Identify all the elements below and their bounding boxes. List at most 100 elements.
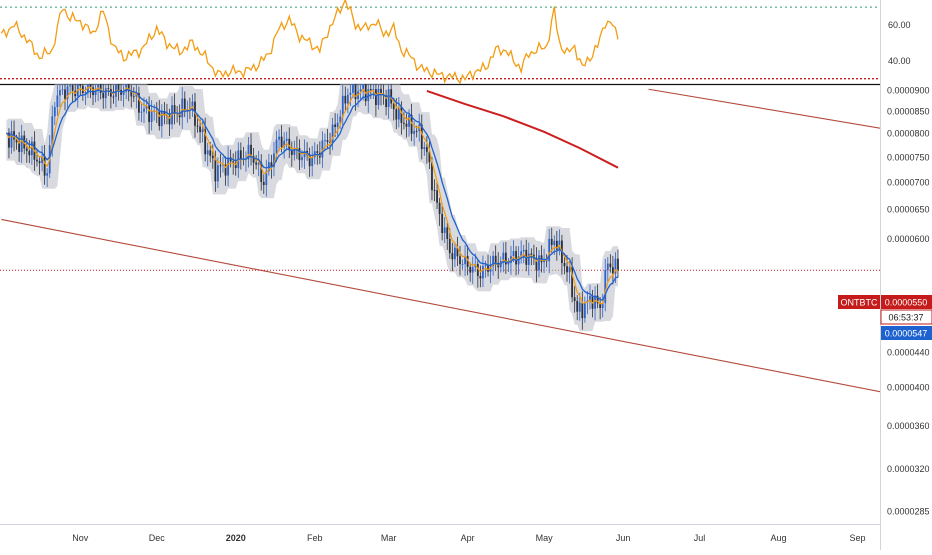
candle-body	[344, 95, 347, 104]
candle-body	[367, 89, 370, 102]
price-tick-label: 0.0000900	[887, 86, 930, 96]
candle-body	[211, 155, 214, 159]
candle-body	[143, 108, 145, 112]
candle-body	[535, 258, 538, 271]
candle-body	[349, 92, 352, 95]
candle-body	[130, 91, 133, 97]
symbol-price-badge[interactable]: ONTBTC	[838, 295, 880, 309]
time-tick-label: Nov	[72, 533, 89, 543]
candle-body	[262, 181, 265, 186]
price-pane[interactable]	[0, 68, 931, 402]
candle-body	[94, 89, 97, 96]
candle-body	[471, 267, 474, 273]
candle-body	[436, 190, 438, 203]
candle-body	[573, 297, 576, 301]
candle-body	[359, 89, 362, 92]
candle-body	[163, 111, 166, 116]
candle-body	[265, 171, 268, 186]
candle-body	[504, 252, 507, 265]
time-tick-label: Feb	[307, 533, 323, 543]
candle-body	[66, 86, 69, 99]
candle-body	[84, 92, 87, 94]
candle-body	[270, 162, 273, 168]
candle-body	[321, 140, 324, 158]
candle-body	[464, 255, 466, 265]
candle-body	[456, 247, 459, 257]
candle-body	[599, 303, 602, 308]
candle-body	[99, 84, 102, 93]
candle-body	[520, 251, 523, 257]
candle-body	[293, 147, 296, 155]
candle-body	[219, 165, 222, 167]
candle-body	[273, 153, 275, 168]
candle-body	[331, 124, 334, 143]
candle-body	[555, 240, 558, 250]
candle-body	[461, 264, 464, 265]
trend-line	[648, 88, 880, 129]
candle-body	[571, 267, 574, 298]
candle-body	[341, 95, 344, 117]
candle-body	[97, 84, 100, 90]
trend-line	[1, 218, 880, 393]
candle-body	[527, 253, 530, 265]
candle-body	[428, 151, 431, 163]
candle-body	[247, 144, 250, 160]
candle-body	[56, 95, 59, 108]
candle-body	[479, 276, 482, 279]
candle-body	[89, 84, 92, 88]
candle-body	[387, 89, 390, 108]
candle-body	[329, 142, 331, 143]
last-price-label: 0.0000550	[885, 298, 928, 308]
countdown-badge: 06:53:37	[880, 309, 932, 325]
candle-body	[145, 105, 148, 109]
candle-body	[617, 258, 619, 271]
ema-slow-line	[5, 88, 619, 301]
candle-body	[298, 148, 301, 161]
candle-body	[20, 135, 23, 152]
candle-body	[204, 129, 207, 155]
time-axis[interactable]: Nov Dec 2020 Feb Mar Apr May Jun Jul Aug Sep	[72, 533, 865, 543]
candle-body	[239, 150, 242, 159]
candle-body	[596, 295, 599, 304]
candle-body	[252, 156, 255, 163]
candle-body	[336, 122, 339, 127]
candle-body	[405, 123, 408, 127]
candle-body	[59, 90, 61, 96]
candle-body	[23, 135, 26, 149]
candle-body	[260, 162, 263, 182]
candle-body	[53, 107, 56, 117]
candle-body	[102, 92, 105, 99]
candle-body	[38, 161, 41, 164]
candle-body	[576, 300, 579, 312]
candle-body	[280, 136, 283, 148]
candle-body	[502, 252, 505, 262]
candle-body	[487, 265, 489, 272]
candle-body	[301, 157, 303, 161]
candle-body	[392, 103, 395, 110]
candle-body	[30, 141, 33, 156]
candle-body	[25, 148, 28, 151]
candle-body	[594, 295, 596, 309]
candle-body	[173, 105, 176, 114]
candle-body	[168, 115, 171, 125]
candle-body	[79, 84, 82, 86]
candle-body	[425, 147, 428, 152]
time-tick-label: Jun	[616, 533, 631, 543]
candle-body	[372, 89, 375, 91]
candle-body	[135, 93, 138, 97]
candle-body	[604, 270, 607, 304]
candle-body	[606, 263, 609, 271]
candle-body	[566, 266, 568, 273]
price-tick-label: 0.0000800	[887, 129, 930, 139]
candle-body	[550, 238, 553, 246]
rsi-line	[0, 0, 619, 84]
candle-body	[515, 251, 517, 265]
time-tick-label: Aug	[771, 533, 787, 543]
candle-body	[257, 162, 260, 165]
candle-body	[46, 173, 49, 176]
rsi-pane[interactable]	[0, 0, 880, 84]
candle-body	[413, 131, 416, 134]
candle-body	[459, 256, 461, 265]
